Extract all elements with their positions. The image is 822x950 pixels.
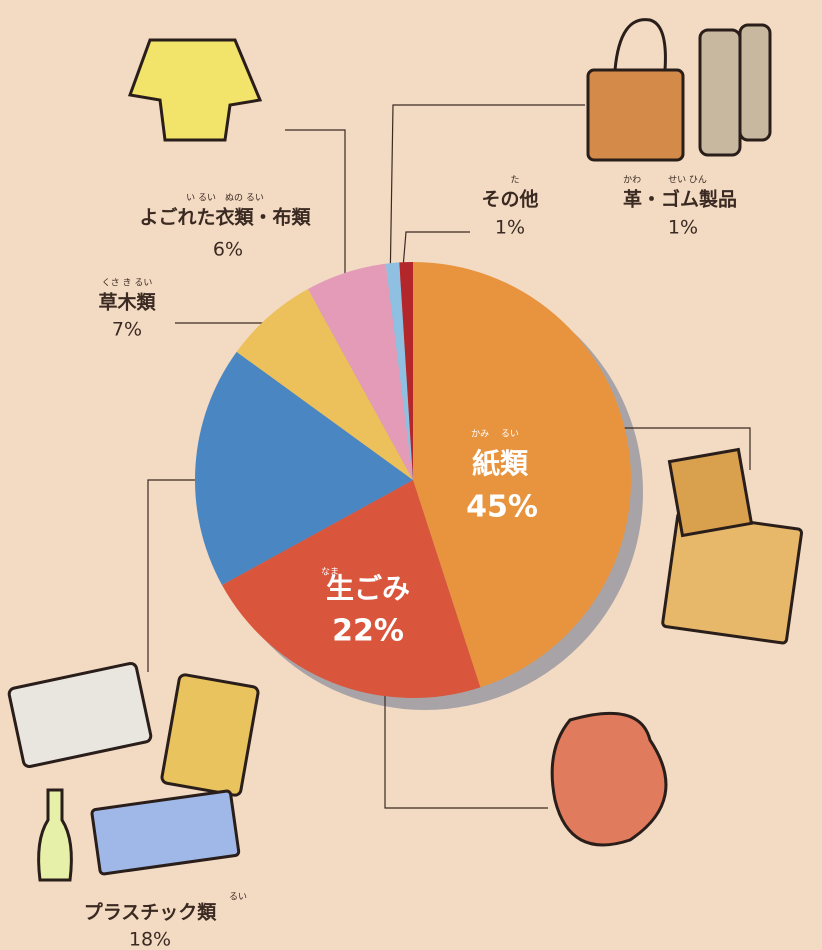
value-label: 6% [213, 239, 243, 261]
furigana: た [510, 175, 519, 186]
furigana: くさ き るい [102, 278, 153, 289]
pie-slice [221, 480, 481, 698]
category-label: 生ごみ [326, 572, 410, 605]
pie-slice [413, 262, 631, 688]
category-label: よごれた衣類・布類 [139, 206, 311, 229]
pie [195, 262, 631, 698]
furigana: るい [229, 892, 247, 903]
category-label: 草木類 [98, 291, 156, 314]
furigana: なま [321, 567, 339, 578]
pie-slice [236, 288, 413, 480]
value-label: 1% [495, 217, 525, 239]
category-label: プラスチック類 [84, 901, 218, 924]
value-label: 22% [332, 614, 404, 649]
value-label: 45% [466, 490, 538, 525]
value-label: 1% [668, 217, 698, 239]
furigana: い るい ぬの るい [186, 193, 264, 204]
furigana: かわ せい ひん [623, 175, 707, 186]
pie-slice [399, 262, 413, 480]
value-label: 18% [129, 929, 171, 950]
icons [7, 18, 804, 882]
value-label: 7% [112, 319, 142, 341]
pie-slice [385, 262, 413, 480]
category-label: 革・ゴム製品 [623, 188, 737, 211]
category-label: 紙類 [472, 447, 529, 480]
furigana: かみ るい [471, 429, 519, 440]
category-label: その他 [481, 188, 538, 211]
pie-slice [195, 351, 413, 586]
pie-slice [307, 263, 413, 480]
